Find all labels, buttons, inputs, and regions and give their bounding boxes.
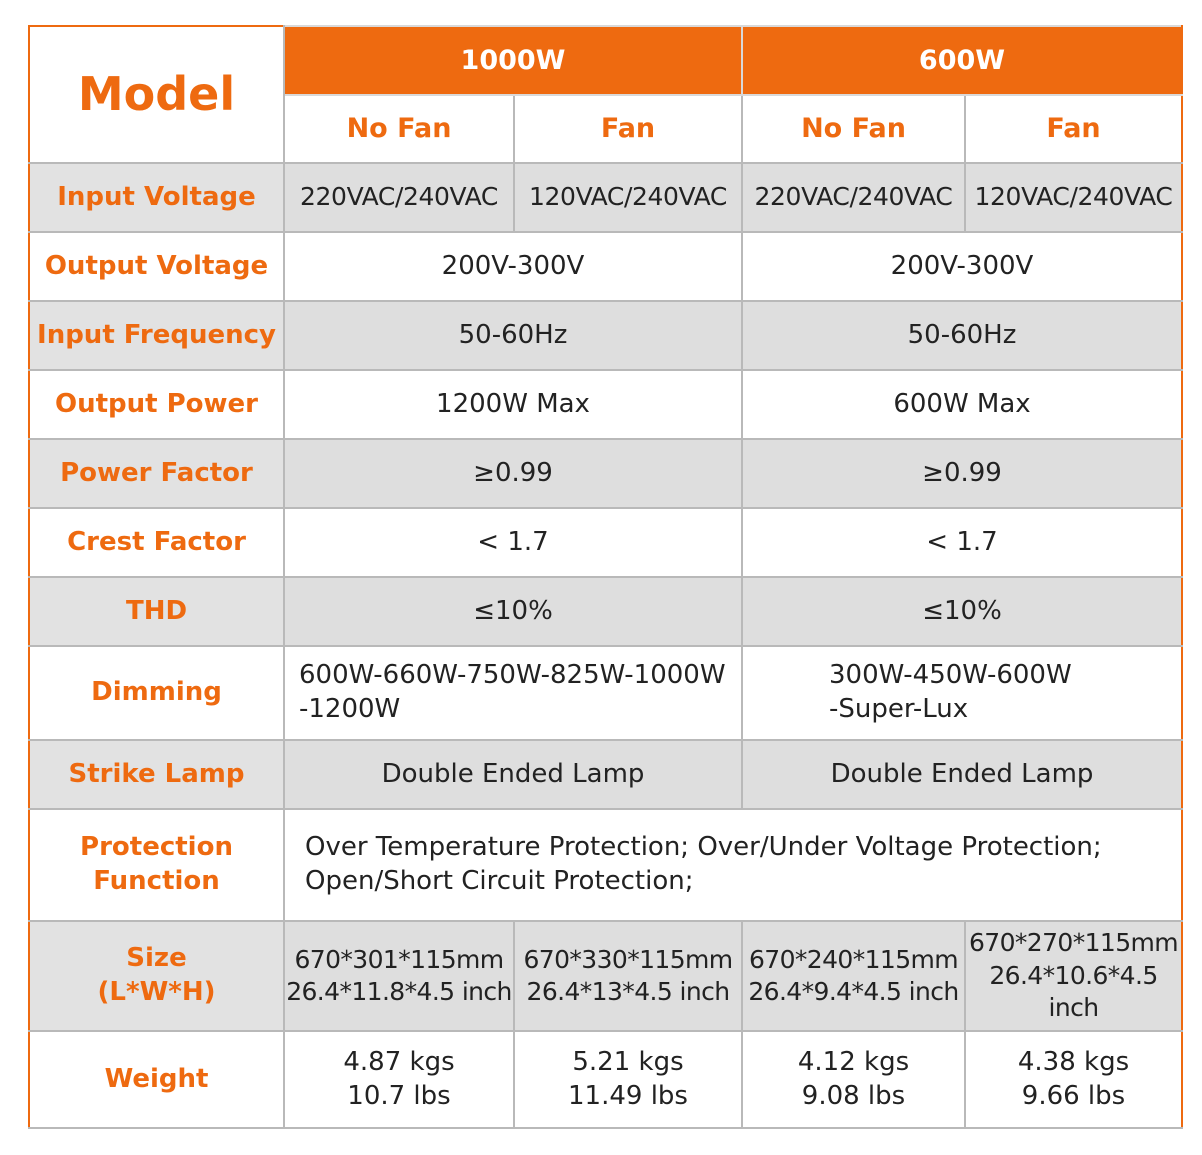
cell-value: Double Ended Lamp <box>283 739 743 810</box>
label-line: Protection <box>80 832 233 863</box>
row-label: Input Voltage <box>28 162 285 233</box>
cell-value: 200V-300V <box>283 231 743 302</box>
spec-table: Model 1000W 600W No Fan Fan No Fan Fan I… <box>28 25 1183 1129</box>
row-input-frequency: Input Frequency 50-60Hz 50-60Hz <box>28 300 1183 371</box>
row-label: Crest Factor <box>28 507 285 578</box>
cell-value: 220VAC/240VAC <box>741 162 966 233</box>
group-header-600w: 600W <box>741 25 1183 96</box>
dimming-line: -1200W <box>299 694 401 724</box>
size-mm: 670*301*115mm <box>294 944 504 974</box>
row-label: Weight <box>28 1030 285 1129</box>
row-crest-factor: Crest Factor < 1.7 < 1.7 <box>28 507 1183 578</box>
weight-lbs: 11.49 lbs <box>568 1080 688 1111</box>
subheader-1000w-fan: Fan <box>513 94 743 164</box>
cell-value: 670*270*115mm 26.4*10.6*4.5 inch <box>964 920 1183 1032</box>
cell-value: Double Ended Lamp <box>741 739 1183 810</box>
cell-value: ≥0.99 <box>741 438 1183 509</box>
row-label: Input Frequency <box>28 300 285 371</box>
weight-lbs: 9.08 lbs <box>801 1080 906 1111</box>
cell-value: 670*330*115mm 26.4*13*4.5 inch <box>513 920 743 1032</box>
row-protection: Protection Function Over Temperature Pro… <box>28 808 1183 922</box>
subheader-600w-fan: Fan <box>964 94 1183 164</box>
cell-value: 600W-660W-750W-825W-1000W -1200W <box>283 645 743 741</box>
cell-value: 200V-300V <box>741 231 1183 302</box>
dimming-line: 300W-450W-600W <box>829 660 1072 691</box>
row-weight: Weight 4.87 kgs 10.7 lbs 5.21 kgs 11.49 … <box>28 1030 1183 1129</box>
cell-value: 120VAC/240VAC <box>513 162 743 233</box>
row-label: Protection Function <box>28 808 285 922</box>
row-strike-lamp: Strike Lamp Double Ended Lamp Double End… <box>28 739 1183 810</box>
row-output-voltage: Output Voltage 200V-300V 200V-300V <box>28 231 1183 302</box>
cell-value: 670*301*115mm 26.4*11.8*4.5 inch <box>283 920 515 1032</box>
size-inch: 26.4*9.4*4.5 inch <box>748 977 959 1006</box>
size-inch: 26.4*10.6*4.5 inch <box>989 960 1158 1023</box>
weight-kgs: 5.21 kgs <box>572 1046 684 1077</box>
cell-value: 220VAC/240VAC <box>283 162 515 233</box>
row-power-factor: Power Factor ≥0.99 ≥0.99 <box>28 438 1183 509</box>
size-mm: 670*330*115mm <box>523 944 733 974</box>
label-line: Function <box>93 866 220 896</box>
cell-value: Over Temperature Protection; Over/Under … <box>283 808 1183 922</box>
weight-kgs: 4.38 kgs <box>1017 1046 1130 1077</box>
row-label: Dimming <box>28 645 285 741</box>
cell-value: 4.38 kgs 9.66 lbs <box>964 1030 1183 1129</box>
row-dimming: Dimming 600W-660W-750W-825W-1000W -1200W… <box>28 645 1183 741</box>
cell-value: ≤10% <box>741 576 1183 647</box>
subheader-1000w-no-fan: No Fan <box>283 94 515 164</box>
row-output-power: Output Power 1200W Max 600W Max <box>28 369 1183 440</box>
row-input-voltage: Input Voltage 220VAC/240VAC 120VAC/240VA… <box>28 162 1183 233</box>
row-label: Strike Lamp <box>28 739 285 810</box>
row-label: Power Factor <box>28 438 285 509</box>
protection-line: Over Temperature Protection; Over/Under … <box>305 832 1102 863</box>
row-label: Output Power <box>28 369 285 440</box>
cell-value: 120VAC/240VAC <box>964 162 1183 233</box>
weight-kgs: 4.87 kgs <box>343 1046 455 1077</box>
cell-value: 5.21 kgs 11.49 lbs <box>513 1030 743 1129</box>
cell-value: 50-60Hz <box>741 300 1183 371</box>
row-label: Size (L*W*H) <box>28 920 285 1032</box>
weight-lbs: 9.66 lbs <box>1021 1080 1126 1111</box>
subheader-600w-no-fan: No Fan <box>741 94 966 164</box>
row-label: Output Voltage <box>28 231 285 302</box>
weight-lbs: 10.7 lbs <box>347 1080 451 1111</box>
cell-value: 4.87 kgs 10.7 lbs <box>283 1030 515 1129</box>
cell-value: 4.12 kgs 9.08 lbs <box>741 1030 966 1129</box>
label-line: Size <box>126 943 187 974</box>
cell-value: 600W Max <box>741 369 1183 440</box>
cell-value: ≥0.99 <box>283 438 743 509</box>
row-thd: THD ≤10% ≤10% <box>28 576 1183 647</box>
size-mm: 670*240*115mm <box>748 944 959 974</box>
label-line: (L*W*H) <box>97 977 216 1007</box>
row-label: THD <box>28 576 285 647</box>
protection-line: Open/Short Circuit Protection; <box>305 866 694 896</box>
cell-value: 670*240*115mm 26.4*9.4*4.5 inch <box>741 920 966 1032</box>
size-inch: 26.4*13*4.5 inch <box>526 977 731 1006</box>
model-header: Model <box>28 25 285 164</box>
cell-value: 1200W Max <box>283 369 743 440</box>
group-header-1000w: 1000W <box>283 25 743 96</box>
cell-value: 300W-450W-600W -Super-Lux <box>741 645 1183 741</box>
cell-value: ≤10% <box>283 576 743 647</box>
dimming-line: -Super-Lux <box>829 694 969 724</box>
weight-kgs: 4.12 kgs <box>797 1046 910 1077</box>
size-inch: 26.4*11.8*4.5 inch <box>286 977 512 1006</box>
row-size: Size (L*W*H) 670*301*115mm 26.4*11.8*4.5… <box>28 920 1183 1032</box>
cell-value: < 1.7 <box>283 507 743 578</box>
size-mm: 670*270*115mm <box>968 928 1179 958</box>
cell-value: < 1.7 <box>741 507 1183 578</box>
dimming-line: 600W-660W-750W-825W-1000W <box>299 660 726 691</box>
cell-value: 50-60Hz <box>283 300 743 371</box>
